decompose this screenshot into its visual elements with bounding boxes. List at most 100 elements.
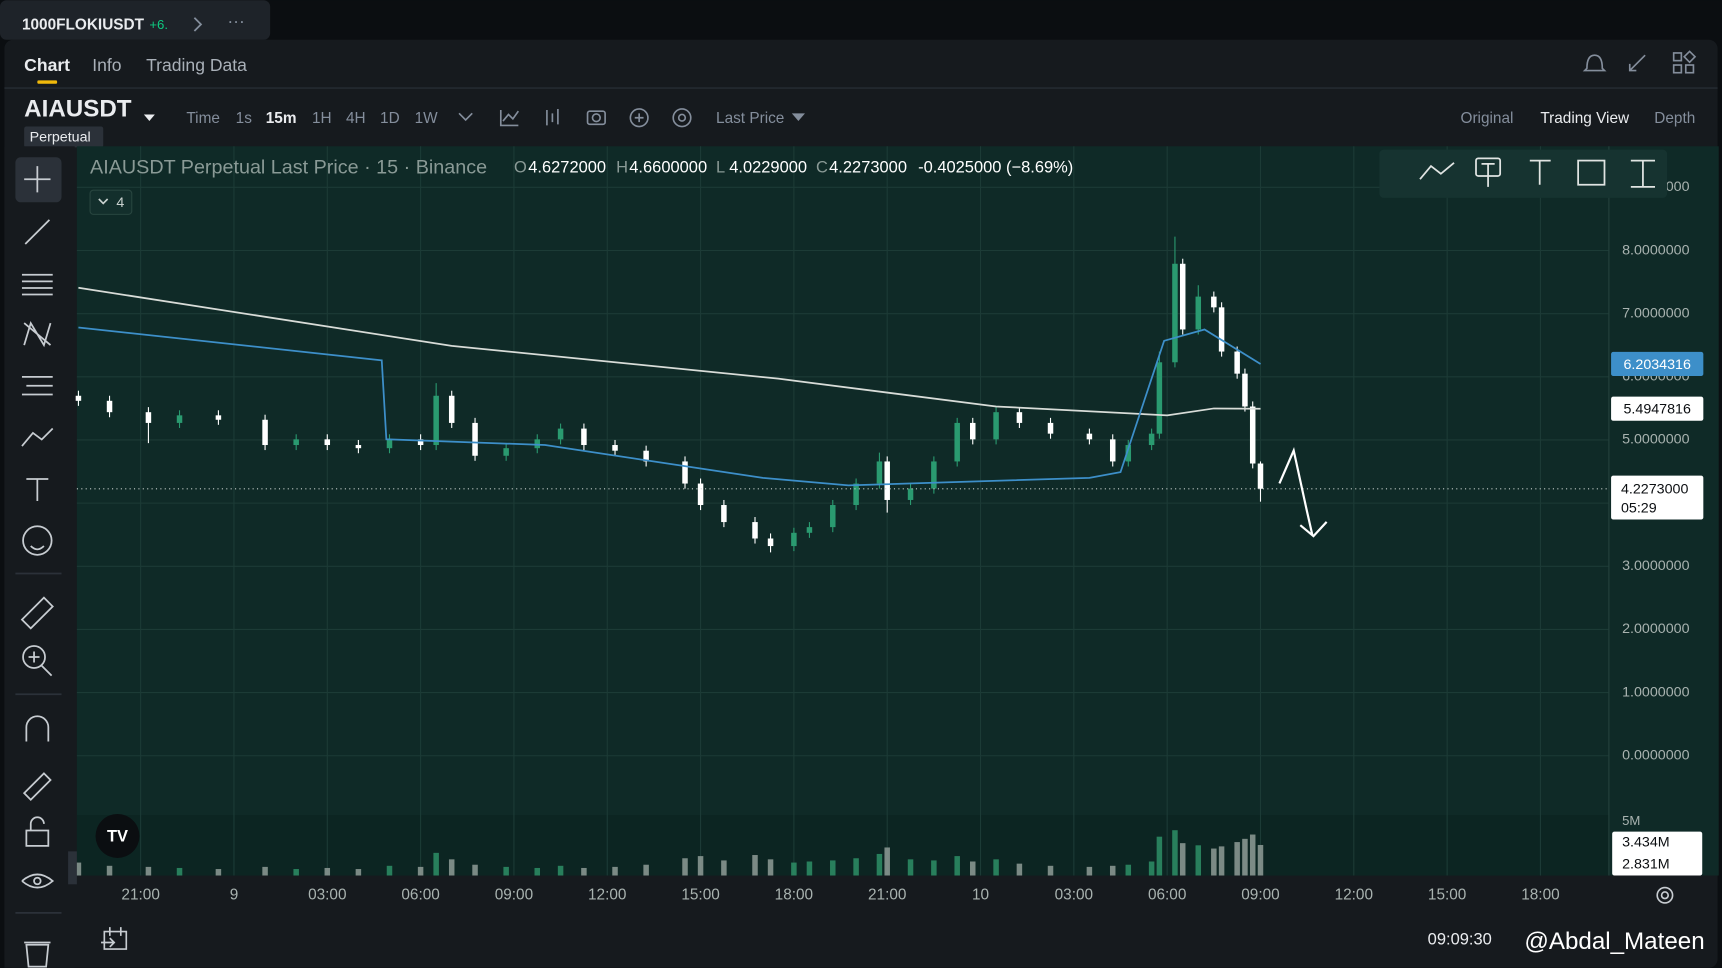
candle-body [1109, 439, 1116, 462]
view-option[interactable]: Depth [1654, 110, 1695, 127]
volume-bar [1172, 830, 1178, 876]
interval[interactable]: 1D [380, 110, 400, 127]
window-tab[interactable] [0, 0, 271, 40]
tool-icon[interactable] [23, 320, 52, 348]
interval[interactable]: 4H [346, 110, 366, 127]
tool-icon[interactable] [20, 596, 54, 630]
candle-body [1179, 263, 1186, 330]
chart-tools [458, 108, 692, 128]
settings-core [677, 113, 687, 122]
view-option[interactable]: Trading View [1540, 110, 1630, 127]
moving-average [78, 326, 1261, 487]
tool-icon[interactable] [21, 427, 54, 447]
add-icon[interactable] [629, 108, 649, 128]
legend-change: -0.4025000 (−8.69%) [918, 159, 1073, 177]
volume-bar [1156, 836, 1163, 876]
tool-icon[interactable] [24, 166, 51, 193]
candle-body [954, 422, 960, 462]
volume-bar [1047, 865, 1054, 876]
tool-icon[interactable] [26, 478, 49, 502]
measure-tool[interactable] [1630, 159, 1656, 188]
settings-icon[interactable] [672, 108, 692, 128]
layout-icon[interactable] [1683, 50, 1697, 64]
interval[interactable]: 1s [236, 110, 253, 127]
layout-icon[interactable] [1684, 64, 1695, 74]
candle-body [472, 422, 478, 456]
view-option[interactable]: Original [1461, 110, 1514, 127]
interval[interactable]: 1W [415, 110, 439, 127]
x-tick-label: 10 [972, 886, 989, 903]
candle-body [830, 505, 836, 528]
chevron[interactable] [193, 17, 203, 32]
trend-tool[interactable] [1419, 162, 1455, 180]
date-range-icon[interactable] [101, 927, 128, 950]
nav-tab[interactable]: Trading Data [146, 55, 247, 75]
volume-bar [75, 862, 82, 876]
volume-bar [1195, 845, 1202, 876]
plot-background [76, 146, 1609, 876]
countdown: 05:29 [1621, 500, 1657, 516]
x-tick-label: 9 [230, 886, 239, 903]
text-tool[interactable] [1529, 159, 1551, 185]
interval-dropdown[interactable] [458, 112, 473, 122]
indicator-toggle[interactable] [89, 189, 133, 215]
legend-high: 4.6600000 [629, 159, 707, 177]
volume-bar [448, 859, 455, 876]
tool-icon[interactable] [21, 873, 55, 889]
tool-icon[interactable] [25, 816, 50, 847]
tool-icon[interactable] [21, 273, 53, 296]
x-tick-label: 12:00 [588, 886, 626, 903]
candle-body [884, 461, 890, 500]
tool-icon[interactable] [22, 772, 52, 801]
layout-icon[interactable] [1672, 52, 1683, 62]
candle-body [176, 415, 183, 423]
price-type-arrow[interactable] [791, 113, 805, 122]
volume-bar [1218, 846, 1225, 876]
camera-icon[interactable] [586, 110, 606, 126]
chart-type-icon[interactable] [499, 110, 520, 127]
tool-icon[interactable] [24, 219, 51, 245]
volume-bar [993, 859, 999, 876]
candle-body [752, 522, 758, 539]
collapse-icon[interactable] [1628, 54, 1646, 72]
volume-pane [76, 815, 1609, 876]
tool-icon[interactable] [25, 715, 50, 742]
candle-body [145, 412, 152, 423]
price-type[interactable]: Last Price [716, 110, 784, 127]
tool-icon[interactable] [21, 376, 53, 396]
badge-bg [24, 126, 104, 148]
candle-body [215, 415, 222, 420]
candle-body [417, 439, 424, 446]
axis-settings[interactable] [1656, 886, 1674, 904]
nav-tab[interactable]: Chart [24, 55, 70, 75]
candle-body [1086, 433, 1093, 440]
indicator-count: 4 [116, 195, 124, 211]
indicator-icon[interactable] [546, 108, 559, 126]
candle-body [75, 395, 82, 401]
interval[interactable]: 1H [312, 110, 332, 127]
x-tick-label: 18:00 [1521, 886, 1559, 903]
interval[interactable]: Time [186, 110, 220, 127]
x-tick-label: 18:00 [775, 886, 813, 903]
candle-body [806, 527, 813, 533]
tv-logo[interactable] [95, 814, 140, 858]
tool-icon[interactable] [22, 525, 53, 556]
candle-body [386, 439, 393, 449]
tool-icon[interactable] [22, 645, 53, 677]
current-price-box [1611, 475, 1704, 520]
layout-icon[interactable] [1672, 64, 1683, 74]
bell-icon[interactable] [1582, 54, 1607, 72]
dropdown-arrow[interactable] [143, 114, 155, 122]
candle-body [993, 412, 999, 440]
more-icon[interactable]: ··· [227, 11, 245, 31]
collapse-handle[interactable] [68, 851, 77, 885]
candle-body [1249, 406, 1256, 464]
nav-tab[interactable]: Info [92, 55, 122, 75]
candle-body [876, 461, 883, 484]
add-plus [634, 113, 644, 123]
y-tick-label: 2.0000000 [1622, 621, 1690, 637]
rect-tool[interactable] [1577, 159, 1606, 186]
tool-icon[interactable] [24, 941, 51, 968]
symbol-name[interactable]: AIAUSDT [24, 95, 132, 122]
interval[interactable]: 15m [266, 110, 297, 127]
